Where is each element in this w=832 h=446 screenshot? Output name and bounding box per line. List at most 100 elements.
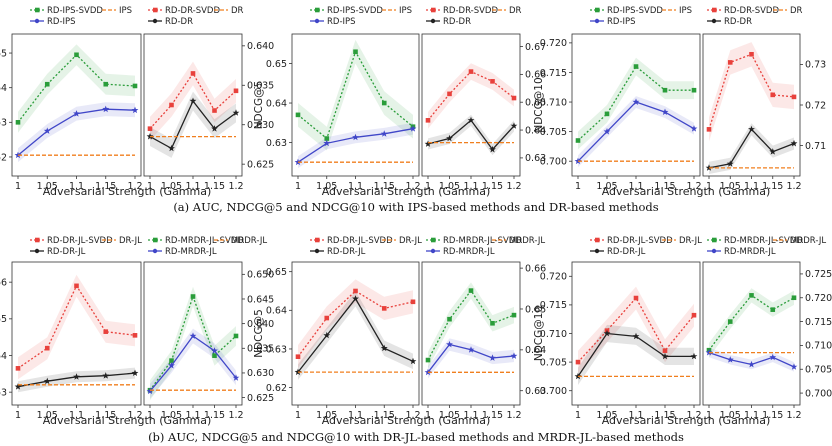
point-RD-DR-JL-3 — [102, 372, 110, 379]
band-RD-DR-SVDD — [709, 42, 794, 142]
point-RD-DR-JL-SVDD-2 — [353, 288, 358, 294]
point-RD-DR-SVDD-2 — [749, 51, 754, 57]
point-RD-IPS-1 — [603, 128, 611, 135]
legend-label-DR-JL: DR-JL — [119, 236, 142, 246]
legend-label-RD-DR-JL: RD-DR-JL — [47, 247, 86, 257]
point-RD-IPS-3 — [102, 105, 110, 113]
legend-label-RD-DR-SVDD: RD-DR-SVDD — [724, 6, 779, 16]
point-RD-MRDR-JL-SVDD-4 — [511, 312, 517, 318]
point-RD-DR-SVDD-4 — [233, 88, 239, 94]
legend-label-RD-IPS-SVDD: RD-IPS-SVDD — [327, 6, 383, 16]
point-RD-DR-JL-0 — [14, 383, 22, 390]
point-RD-DR-1 — [168, 144, 175, 152]
y-tick-label: 0.725 — [805, 269, 832, 280]
legend-label-RD-MRDR-JL: RD-MRDR-JL — [165, 247, 217, 257]
point-RD-MRDR-JL-SVDD-1 — [447, 316, 452, 322]
x-tick-label: 1 — [295, 181, 301, 192]
x-tick-label: 1.2 — [228, 181, 243, 192]
legend-label-RD-DR-SVDD: RD-DR-SVDD — [165, 6, 220, 16]
point-RD-IPS-SVDD-2 — [74, 52, 79, 58]
y-tick-label: 0.63 — [0, 387, 7, 398]
y-tick-label: 0.630 — [247, 368, 274, 379]
point-RD-MRDR-JL-1 — [726, 356, 734, 363]
legend-label-RD-IPS: RD-IPS — [327, 17, 356, 27]
x-tick-label: 1.1 — [463, 181, 478, 192]
x-tick-label: 1.2 — [786, 410, 801, 421]
y-tick-label: 0.710 — [540, 329, 567, 340]
x-tick-label: 1.1 — [185, 181, 200, 192]
legend-label-DR: DR — [509, 6, 522, 16]
x-tick-label: 1.15 — [654, 410, 675, 421]
subplot-b-0-right: 1 1.05 1.1 1.15 1.2 0.625 0.630 0.635 0.640 0.645… — [143, 236, 274, 421]
point-RD-DR-JL-SVDD-4 — [132, 333, 138, 338]
point-RD-DR-SVDD-0 — [425, 118, 431, 123]
band-RD-MRDR-JL — [150, 328, 236, 399]
x-tick-label: 1.1 — [348, 181, 363, 192]
point-RD-DR-JL-1 — [603, 329, 611, 337]
legend-label-RD-DR: RD-DR — [724, 17, 752, 27]
point-RD-DR-3 — [489, 145, 496, 153]
subplot-a-2-left: 1 1.05 1.1 1.15 1.20.7000.7050.7100.7150.720… — [533, 6, 770, 198]
legend-label-RD-MRDR-JL: RD-MRDR-JL — [724, 247, 776, 257]
point-RD-DR-JL-4 — [409, 357, 417, 365]
x-tick-label: 1.1 — [185, 410, 200, 421]
point-RD-MRDR-JL-SVDD-2 — [749, 293, 754, 298]
legend-marker-RD-MRDR-JL-SVDD — [153, 237, 158, 243]
point-RD-MRDR-JL-SVDD-2 — [468, 288, 474, 293]
point-RD-DR-JL-SVDD-4 — [691, 312, 697, 318]
line-RD-DR-JL-SVDD — [577, 296, 695, 363]
point-RD-MRDR-JL-SVDD-0 — [425, 357, 431, 363]
y-tick-label: 0.71 — [805, 141, 826, 152]
point-RD-DR-JL-SVDD-3 — [662, 348, 668, 353]
y-tick-label: 0.65 — [266, 59, 287, 70]
x-tick-label: 1.2 — [686, 410, 701, 421]
band-RD-IPS-SVDD — [18, 44, 135, 133]
x-tick-label: 1.1 — [628, 410, 643, 421]
point-RD-IPS-SVDD-0 — [15, 120, 21, 125]
x-tick-label: 1.1 — [628, 181, 643, 192]
x-tick-label: 1.05 — [161, 410, 182, 421]
y-tick-label: 0.640 — [247, 319, 274, 330]
y-tick-label: 0.63 — [266, 138, 287, 149]
legend-label-RD-DR-JL: RD-DR-JL — [327, 247, 366, 257]
point-RD-MRDR-JL-SVDD-4 — [791, 295, 797, 301]
band-RD-MRDR-JL — [428, 338, 514, 379]
point-RD-DR-SVDD-1 — [447, 91, 452, 97]
point-RD-MRDR-JL-4 — [510, 352, 518, 359]
point-RD-IPS-2 — [352, 133, 359, 141]
legend-label-RD-IPS-SVDD: RD-IPS-SVDD — [607, 6, 663, 16]
legend-label-IPS: IPS — [119, 6, 132, 16]
legend-label-RD-DR: RD-DR — [165, 17, 193, 27]
point-RD-IPS-4 — [409, 125, 417, 132]
point-RD-MRDR-JL-3 — [769, 353, 777, 361]
point-RD-MRDR-JL-2 — [189, 332, 197, 339]
point-RD-MRDR-JL-SVDD-1 — [169, 358, 174, 363]
point-RD-DR-SVDD-1 — [169, 102, 174, 108]
point-RD-DR-3 — [211, 125, 218, 132]
x-tick-label: 1.1 — [463, 410, 478, 421]
y-tick-label: 0.715 — [805, 317, 832, 328]
y-tick-label: 0.645 — [247, 294, 274, 305]
legend-label-MRDR-JL: MRDR-JL — [790, 236, 826, 246]
point-RD-MRDR-JL-SVDD-4 — [233, 333, 239, 339]
y-tick-label: 0.710 — [540, 97, 567, 108]
band-RD-DR-JL-SVDD — [298, 279, 413, 369]
x-tick-label: 1.15 — [204, 181, 225, 192]
subplot-b-2-left: 1 1.05 1.1 1.15 1.20.7000.7050.7100.7150.720… — [533, 236, 770, 427]
legend-marker-RD-MRDR-JL-SVDD — [712, 237, 717, 243]
x-tick-label: 1.2 — [228, 410, 243, 421]
point-RD-DR-SVDD-4 — [511, 95, 517, 101]
band-RD-IPS — [578, 96, 694, 168]
legend-label-DR: DR — [231, 6, 244, 16]
x-tick-label: 1.15 — [95, 410, 116, 421]
point-RD-DR-JL-SVDD-0 — [295, 354, 301, 359]
x-tick-label: 1.1 — [69, 410, 84, 421]
y-tick-label: 0.64 — [525, 125, 546, 136]
point-RD-DR-2 — [189, 97, 197, 104]
point-RD-IPS-1 — [323, 139, 331, 147]
band-RD-MRDR-JL-SVDD — [709, 288, 794, 358]
band-RD-DR-SVDD — [150, 61, 236, 141]
point-RD-IPS-2 — [632, 98, 640, 105]
x-tick-label: 1.15 — [95, 181, 116, 192]
point-RD-IPS-SVDD-0 — [575, 138, 581, 143]
